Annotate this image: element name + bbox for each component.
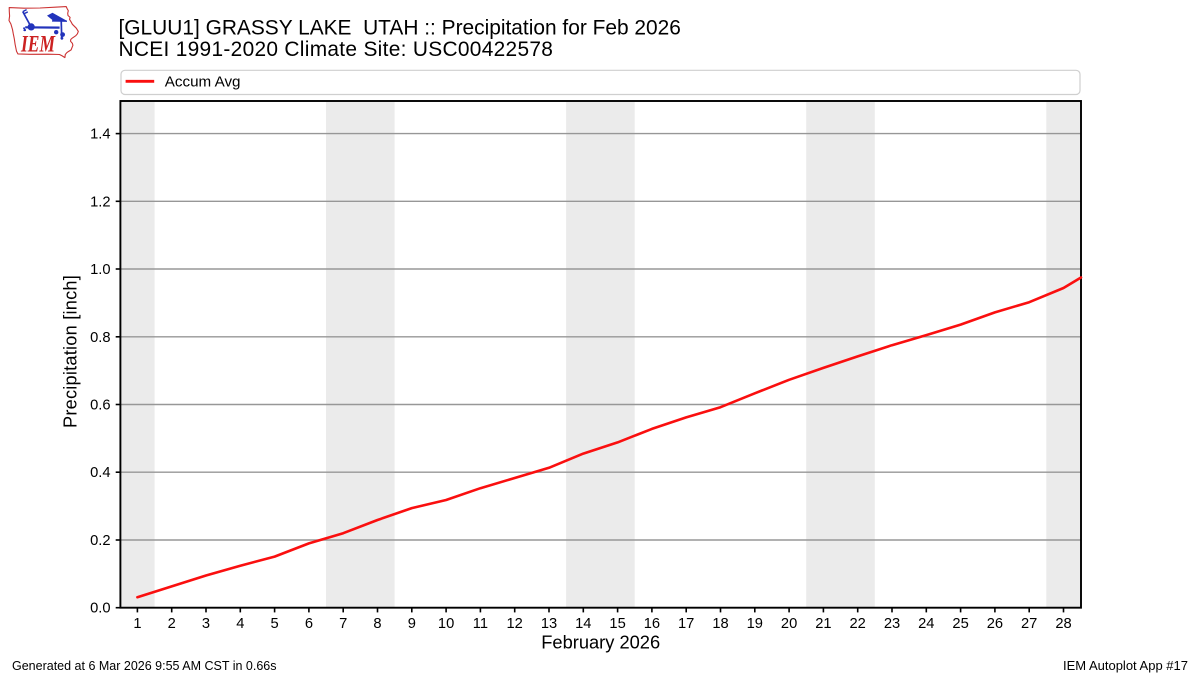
svg-text:11: 11 (473, 616, 488, 632)
svg-text:10: 10 (438, 616, 454, 632)
svg-text:17: 17 (678, 616, 694, 632)
svg-text:1.2: 1.2 (90, 194, 110, 210)
svg-text:NCEI 1991-2020 Climate Site: U: NCEI 1991-2020 Climate Site: USC00422578 (119, 38, 554, 61)
svg-text:3: 3 (202, 616, 210, 632)
svg-text:February 2026: February 2026 (541, 632, 660, 653)
svg-text:0.4: 0.4 (90, 465, 110, 481)
svg-text:18: 18 (712, 616, 728, 632)
svg-text:25: 25 (952, 616, 968, 632)
svg-text:5: 5 (271, 616, 279, 632)
svg-text:1.4: 1.4 (90, 127, 110, 143)
svg-text:6: 6 (305, 616, 313, 632)
svg-text:13: 13 (541, 616, 557, 632)
svg-text:IEM: IEM (20, 31, 56, 56)
svg-text:IEM Autoplot App #17: IEM Autoplot App #17 (1063, 658, 1188, 673)
svg-text:14: 14 (575, 616, 591, 632)
svg-text:Generated at 6 Mar 2026 9:55 A: Generated at 6 Mar 2026 9:55 AM CST in 0… (12, 659, 277, 673)
svg-text:20: 20 (781, 616, 797, 632)
svg-text:24: 24 (918, 616, 934, 632)
svg-text:23: 23 (884, 616, 900, 632)
svg-text:0.0: 0.0 (90, 601, 110, 617)
svg-text:9: 9 (408, 616, 416, 632)
svg-text:21: 21 (815, 616, 831, 632)
svg-text:19: 19 (747, 616, 763, 632)
svg-text:Precipitation [inch]: Precipitation [inch] (61, 275, 81, 428)
svg-text:1.0: 1.0 (90, 262, 110, 278)
svg-text:Accum Avg: Accum Avg (165, 73, 241, 90)
svg-text:[GLUU1] GRASSY LAKE UTAH :: P: [GLUU1] GRASSY LAKE UTAH :: Precipitatio… (119, 16, 681, 39)
svg-text:26: 26 (987, 616, 1003, 632)
svg-text:8: 8 (373, 616, 381, 632)
svg-text:0.2: 0.2 (90, 533, 110, 549)
svg-text:15: 15 (609, 616, 625, 632)
svg-text:22: 22 (850, 616, 866, 632)
svg-text:0.8: 0.8 (90, 330, 110, 346)
svg-text:0.6: 0.6 (90, 398, 110, 414)
svg-text:2: 2 (168, 616, 176, 632)
svg-text:27: 27 (1021, 616, 1037, 632)
svg-text:4: 4 (236, 616, 244, 632)
svg-text:7: 7 (339, 616, 347, 632)
svg-text:12: 12 (507, 616, 523, 632)
svg-text:16: 16 (644, 616, 660, 632)
svg-text:1: 1 (133, 616, 141, 632)
svg-text:28: 28 (1055, 616, 1071, 632)
